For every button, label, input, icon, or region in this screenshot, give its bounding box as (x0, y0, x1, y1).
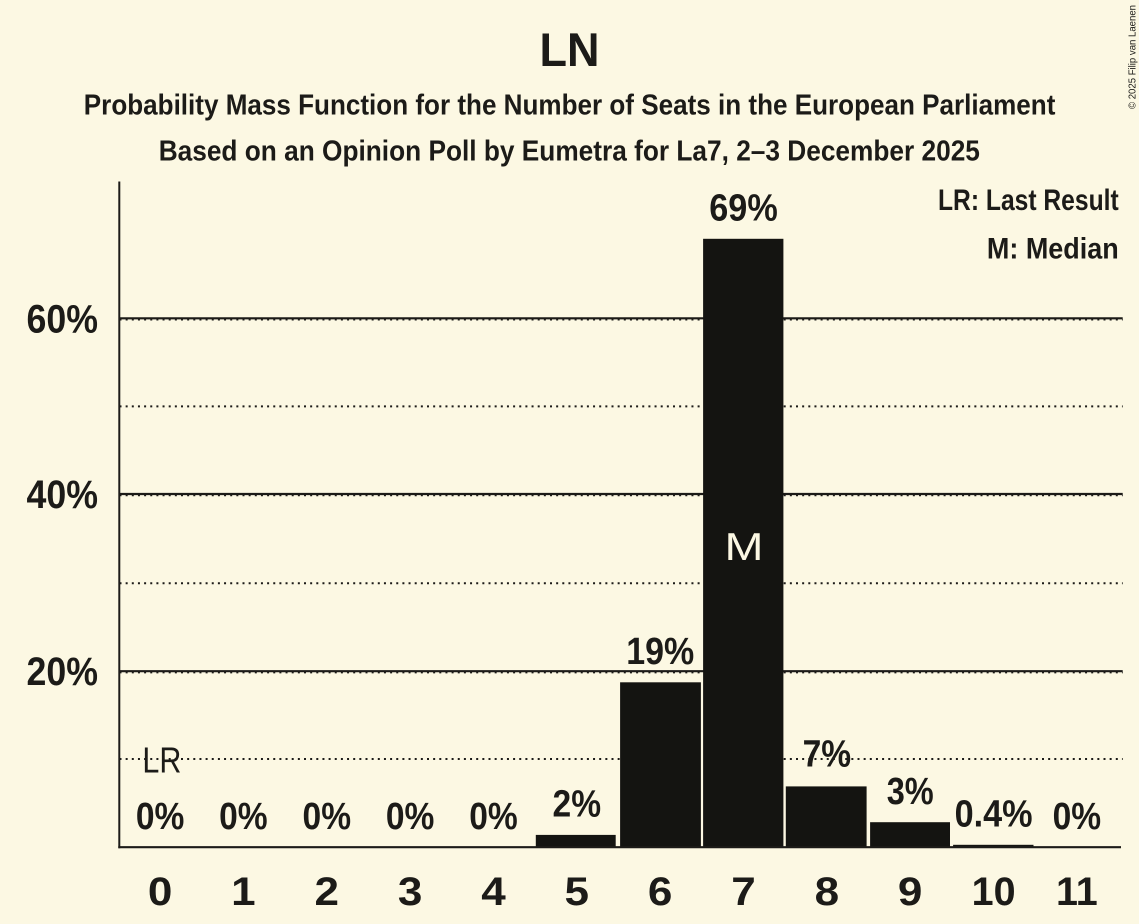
svg-text:8: 8 (815, 870, 840, 914)
svg-text:© 2025 Filip van Laenen: © 2025 Filip van Laenen (1126, 5, 1138, 109)
svg-text:0%: 0% (136, 796, 185, 838)
svg-text:0: 0 (148, 870, 173, 914)
svg-text:3%: 3% (887, 771, 934, 813)
svg-text:20%: 20% (27, 650, 99, 694)
svg-text:1: 1 (231, 870, 256, 914)
svg-text:60%: 60% (27, 297, 99, 341)
svg-text:7: 7 (731, 870, 756, 914)
svg-text:0%: 0% (303, 796, 352, 838)
svg-text:M: Median: M: Median (987, 232, 1119, 265)
svg-text:LR: LR (142, 740, 181, 781)
svg-text:0%: 0% (469, 796, 518, 838)
svg-text:0%: 0% (1053, 796, 1102, 838)
svg-text:4: 4 (481, 870, 506, 914)
svg-text:2: 2 (315, 870, 340, 914)
svg-text:10: 10 (972, 870, 1016, 914)
svg-text:11: 11 (1056, 870, 1098, 914)
svg-text:2%: 2% (553, 784, 602, 826)
svg-text:M: M (725, 526, 764, 569)
svg-text:69%: 69% (709, 188, 778, 230)
svg-text:Based on an Opinion Poll by Eu: Based on an Opinion Poll by Eumetra for … (159, 135, 980, 167)
svg-text:3: 3 (398, 870, 423, 914)
svg-text:9: 9 (898, 870, 923, 914)
svg-text:40%: 40% (27, 473, 99, 517)
svg-text:Probability Mass Function for: Probability Mass Function for the Number… (84, 89, 1056, 121)
svg-text:0%: 0% (219, 796, 268, 838)
svg-text:19%: 19% (626, 631, 694, 673)
svg-text:LR: Last Result: LR: Last Result (938, 184, 1119, 217)
svg-text:LN: LN (540, 23, 600, 76)
svg-text:0%: 0% (386, 796, 435, 838)
svg-text:0.4%: 0.4% (955, 794, 1033, 836)
svg-text:6: 6 (648, 870, 673, 914)
svg-text:7%: 7% (803, 734, 852, 776)
svg-text:5: 5 (565, 870, 590, 914)
